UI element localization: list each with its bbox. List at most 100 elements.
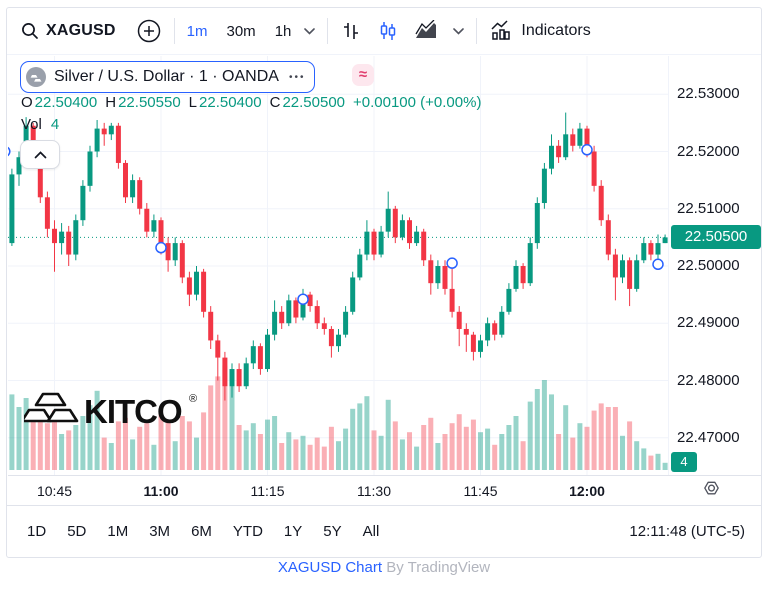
style-chevron-down-icon[interactable] xyxy=(453,27,465,35)
interval-button-30m[interactable]: 30m xyxy=(226,22,256,40)
interval-chevron-down-icon[interactable] xyxy=(304,27,316,35)
volume-bar xyxy=(37,419,43,470)
volume-bar xyxy=(101,437,107,470)
range-button-1M[interactable]: 1M xyxy=(107,522,129,540)
candle-body xyxy=(612,254,618,278)
volume-bar xyxy=(627,421,633,470)
candle-body xyxy=(449,288,455,312)
volume-bar xyxy=(485,428,491,470)
volume-bar xyxy=(16,407,22,470)
axis-settings-gear-icon[interactable] xyxy=(701,479,722,505)
candle-body xyxy=(577,128,583,146)
volume-bar xyxy=(44,423,50,470)
volume-bar xyxy=(115,421,121,470)
symbol-chart-link[interactable]: XAGUSD Chart xyxy=(277,559,383,576)
volume-bar xyxy=(172,441,178,470)
range-button-1D[interactable]: 1D xyxy=(27,522,47,540)
range-button-YTD[interactable]: YTD xyxy=(232,522,263,540)
candle-body xyxy=(123,162,128,198)
volume-bar xyxy=(59,434,65,470)
candle-body xyxy=(194,271,199,295)
collapse-legend-button[interactable] xyxy=(20,140,60,169)
volume-bar xyxy=(215,376,221,470)
volume-bar xyxy=(648,455,654,470)
interval-button-1m[interactable]: 1m xyxy=(186,22,208,40)
volume-bar xyxy=(222,365,228,470)
candle-body xyxy=(307,294,313,307)
candle-body xyxy=(428,260,434,284)
change-value: +0.00100 (+0.00%) xyxy=(353,94,482,111)
symbol-name[interactable]: XAGUSD xyxy=(46,22,116,39)
date-range-group: 1D 5D 1M 3M 6M YTD 1Y 5Y All xyxy=(27,523,379,540)
clock[interactable]: 12:11:48 (UTC-5) xyxy=(629,522,745,540)
range-button-6M[interactable]: 6M xyxy=(191,522,212,540)
high-label: H xyxy=(105,94,117,111)
volume-bar xyxy=(563,405,569,470)
candle-body xyxy=(229,369,235,387)
trade-marker xyxy=(581,144,593,156)
candle-body xyxy=(272,311,278,335)
toolbar-divider xyxy=(173,18,175,44)
candle-body xyxy=(584,128,590,152)
legend-more-button[interactable]: ••• xyxy=(288,71,306,83)
gold-bars-icon xyxy=(20,392,79,423)
approximate-price-badge[interactable]: ≈ xyxy=(352,64,374,86)
candle-body xyxy=(286,300,292,324)
indicators-icon xyxy=(489,20,513,42)
indicators-button[interactable]: Indicators xyxy=(489,20,591,42)
candle-body xyxy=(336,334,341,347)
range-button-3M[interactable]: 3M xyxy=(149,522,171,540)
volume-bar xyxy=(250,423,256,470)
range-button-5Y[interactable]: 5Y xyxy=(323,522,342,540)
candles-style-icon[interactable] xyxy=(377,20,399,42)
candle-body xyxy=(478,340,483,352)
range-button-All[interactable]: All xyxy=(362,522,380,540)
attribution-footer: XAGUSD Chart By TradingView xyxy=(0,559,768,576)
volume-bar xyxy=(137,426,143,470)
volume-bar xyxy=(421,425,427,470)
top-toolbar: XAGUSD 1m 30m 1h xyxy=(7,8,761,55)
volume-bar xyxy=(492,444,498,470)
candle-body xyxy=(570,134,576,146)
volume-bar xyxy=(293,439,299,470)
volume-bar xyxy=(350,408,356,470)
candle-body xyxy=(513,266,519,289)
candle-body xyxy=(648,243,654,255)
candle-body xyxy=(279,311,285,324)
volume-bar xyxy=(605,407,611,470)
range-button-1Y[interactable]: 1Y xyxy=(283,522,303,540)
volume-bar xyxy=(52,410,57,470)
kitco-watermark: KITCO ® xyxy=(20,386,204,441)
volume-bar xyxy=(534,389,540,470)
candle-body xyxy=(399,220,405,238)
volume-bar xyxy=(527,401,533,470)
time-axis-label: 12:00 xyxy=(569,483,605,499)
volume-bar xyxy=(94,390,100,470)
volume-bar xyxy=(591,410,597,470)
volume-bar xyxy=(541,380,547,470)
search-icon[interactable] xyxy=(21,22,39,40)
candle-body xyxy=(463,328,469,335)
low-label: L xyxy=(188,94,198,111)
price-axis-label: 22.50000 xyxy=(677,257,740,274)
candle-body xyxy=(541,168,547,204)
candle-body xyxy=(94,128,100,152)
volume-bar xyxy=(556,434,562,470)
candle-body xyxy=(144,208,150,232)
time-axis-label: 11:15 xyxy=(250,483,285,499)
symbol-legend[interactable]: Silver / U.S. Dollar · 1 · OANDA ••• xyxy=(20,61,316,93)
interval-button-1h[interactable]: 1h xyxy=(274,22,292,40)
volume-bar xyxy=(123,417,128,470)
chevron-up-icon xyxy=(34,150,46,158)
candle-body xyxy=(527,243,533,284)
volume-bar xyxy=(165,419,171,470)
bars-style-icon[interactable] xyxy=(340,20,362,42)
candle-body xyxy=(506,288,512,312)
volume-bar xyxy=(130,439,136,470)
time-axis[interactable]: 10:45 11:00 11:15 11:30 11:45 12:00 xyxy=(8,475,668,506)
range-button-5D[interactable]: 5D xyxy=(67,522,87,540)
candle-body xyxy=(414,231,420,244)
price-axis[interactable]: 22.50500 4 22.53000 22.52000 22.51000 22.50… xyxy=(668,56,763,475)
area-style-icon[interactable] xyxy=(414,20,438,42)
compare-add-icon[interactable] xyxy=(136,18,162,44)
